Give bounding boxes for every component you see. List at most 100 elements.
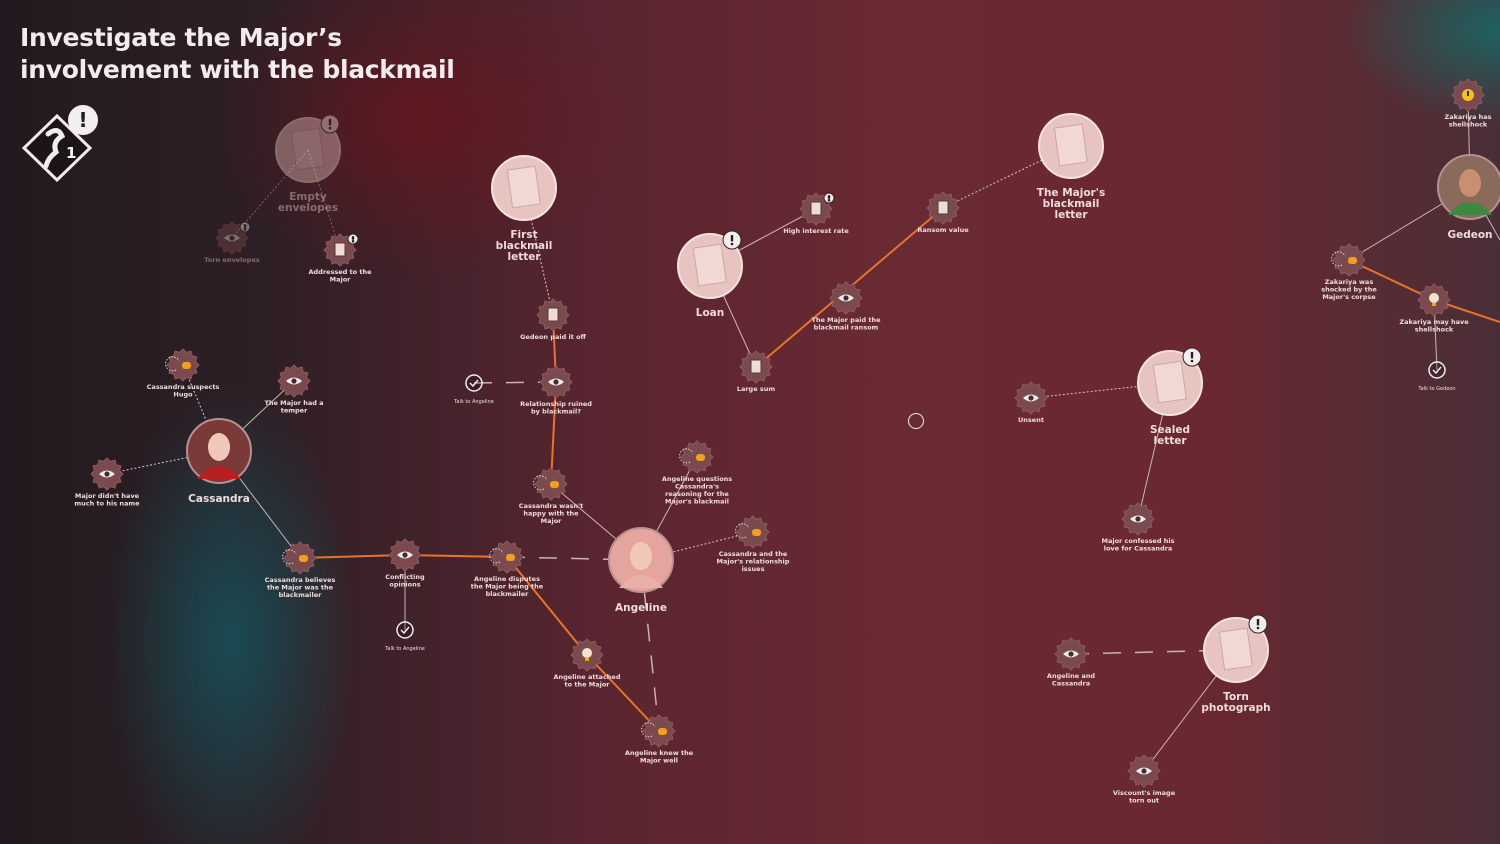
node-label: the Major was the xyxy=(267,584,334,592)
bulb-icon xyxy=(582,648,592,661)
talk-action-talk2[interactable]: Talk to Angeline xyxy=(384,621,425,652)
action-label: Talk to Angeline xyxy=(384,646,425,652)
node-label: Major well xyxy=(640,757,678,765)
node-label: issues xyxy=(742,565,765,573)
eye-icon xyxy=(1130,515,1146,523)
character-node-ged[interactable]: Gedeon xyxy=(1437,154,1500,241)
node-label: Cassandra believes xyxy=(265,576,336,584)
alert-icon xyxy=(722,230,742,250)
node-label: blackmail xyxy=(496,240,553,252)
node-label: much to his name xyxy=(74,500,140,508)
document-icon xyxy=(334,242,346,257)
talk-action-talk3[interactable]: Talk to Gedeon xyxy=(1417,361,1456,392)
node-label: Cassandra xyxy=(1052,680,1090,688)
node-label: Zakariya has xyxy=(1444,113,1491,121)
node-label: Torn envelopes xyxy=(204,256,260,264)
connection-line xyxy=(106,450,220,475)
connection-line xyxy=(299,554,406,559)
alert-icon xyxy=(320,114,340,134)
character-name: Cassandra xyxy=(188,493,250,505)
node-label: Conflicting xyxy=(385,573,425,581)
objective-title: Investigate the Major’s involvement with… xyxy=(20,22,455,86)
node-label: reasoning for the xyxy=(665,490,729,498)
chain-badge[interactable]: 1 ! xyxy=(22,104,122,184)
clue-node-ransom[interactable]: Ransom value xyxy=(917,191,969,234)
clue-node-sum[interactable]: Large sum xyxy=(737,350,776,393)
eye-icon xyxy=(548,378,564,386)
talk-action-talk1[interactable]: Talk to Angeline xyxy=(453,374,494,405)
node-label: happy with the xyxy=(523,510,579,518)
document-icon xyxy=(1218,627,1253,671)
node-label: letter xyxy=(1054,209,1088,221)
node-label: Addressed to the xyxy=(309,268,373,276)
node-label: Major xyxy=(541,517,563,525)
node-label: Viscount's image xyxy=(1113,789,1176,797)
node-label: blackmail xyxy=(1043,198,1100,210)
connection-line xyxy=(816,208,943,209)
node-label: The Major had a xyxy=(264,399,323,407)
character-node-cass[interactable]: Cassandra xyxy=(186,418,252,505)
check-icon xyxy=(465,374,483,392)
node-label: Angeline attached xyxy=(553,673,620,681)
character-name: Gedeon xyxy=(1447,229,1492,241)
document-icon xyxy=(937,200,949,215)
portrait-icon xyxy=(619,542,663,588)
node-label: Large sum xyxy=(737,385,776,393)
node-label: Torn xyxy=(1223,691,1249,703)
node-label: Angeline disputes xyxy=(474,575,540,583)
node-label: letter xyxy=(1153,435,1187,447)
clue-node-gpaid[interactable]: Gedeon paid it off xyxy=(520,298,587,341)
node-label: Empty xyxy=(289,191,327,203)
alert-icon xyxy=(1462,89,1474,101)
node-label: by blackmail? xyxy=(531,408,581,416)
action-label: Talk to Angeline xyxy=(453,399,494,405)
document-icon xyxy=(1053,123,1088,167)
clue-node-rate[interactable]: High interest rate xyxy=(783,192,849,235)
node-label: torn out xyxy=(1129,797,1159,805)
clue-node-torn[interactable]: Torn envelopes xyxy=(204,221,260,264)
evidence-node-loan[interactable]: Loan xyxy=(677,230,743,319)
node-label: opinions xyxy=(389,581,420,589)
node-label: Relationship ruined xyxy=(520,400,592,408)
cursor xyxy=(908,413,924,429)
chat-icon xyxy=(735,523,761,539)
action-label: Talk to Gedeon xyxy=(1417,386,1455,392)
node-label: blackmailer xyxy=(486,590,529,598)
document-icon xyxy=(692,243,727,287)
character-node-ang[interactable]: Angeline xyxy=(608,527,674,614)
alert-icon xyxy=(823,192,835,204)
alert-icon xyxy=(1248,614,1268,634)
portrait-icon xyxy=(1448,169,1492,215)
alert-icon xyxy=(239,221,251,233)
node-label: The Major's xyxy=(1037,187,1105,199)
clue-node-unsent[interactable]: Unsent xyxy=(1014,381,1048,424)
connection-line xyxy=(231,149,309,239)
